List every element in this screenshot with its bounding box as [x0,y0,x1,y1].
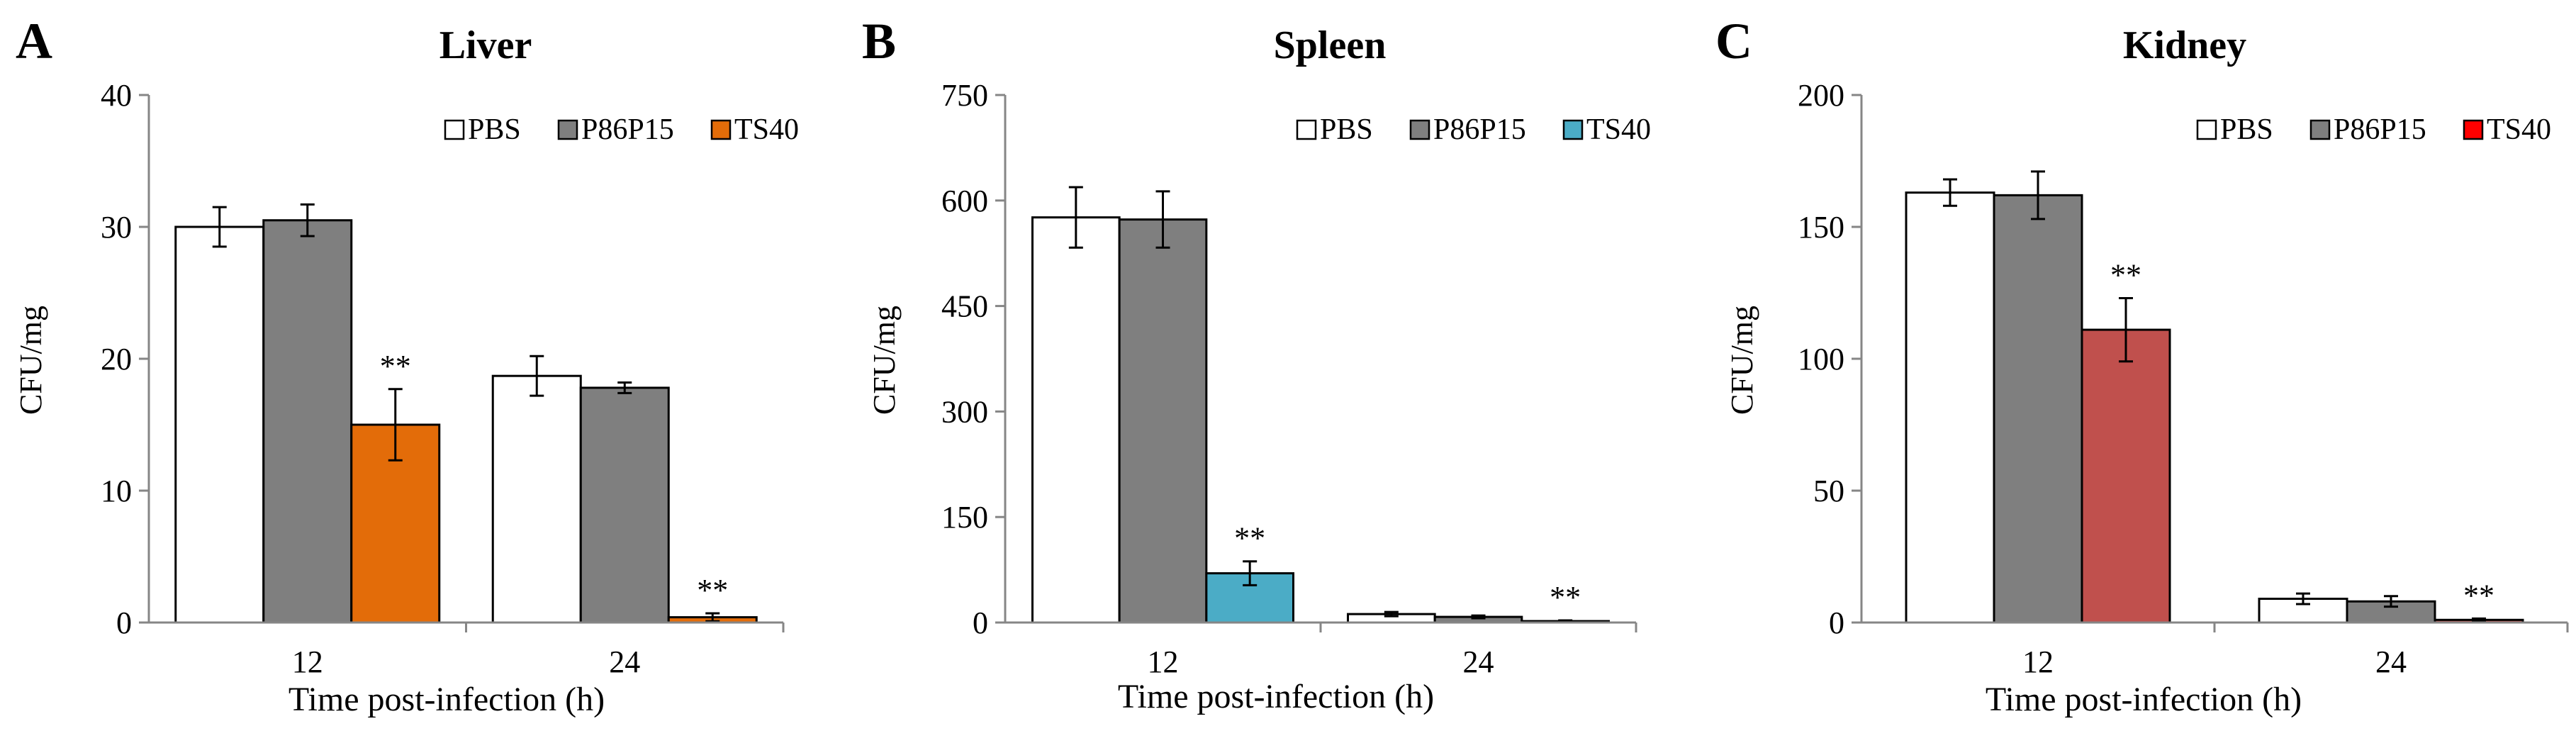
legend-swatch [2463,119,2484,140]
bar [174,225,265,624]
bar [579,386,670,624]
x-tick-label: 12 [1148,644,1179,679]
x-axis-label: Time post-infection (h) [1118,678,1434,715]
legend-label: PBS [1320,113,1373,146]
y-tick-label: 20 [101,342,132,376]
legend-swatch [2196,119,2217,140]
bar [1905,191,1995,624]
plot-area: 0 150 300 450 600 750 ** 12 ** 24 PBS P86P15 TS40 [941,78,1651,679]
significance-label: ** [1550,580,1581,615]
legend-swatch [2309,119,2331,140]
panel-letter: B [862,13,896,69]
y-tick-label: 0 [116,606,132,640]
legend-label: PBS [468,113,521,146]
legend-label: TS40 [1586,113,1651,146]
bar [1993,194,2083,624]
legend-swatch [1296,119,1317,140]
y-tick-label: 30 [101,210,132,245]
panel-kidney: C Kidney CFU/mg Time post-infection (h) … [1715,13,2569,718]
y-axis-label: CFU/mg [1725,306,1759,415]
y-tick-label: 10 [101,474,132,508]
legend-swatch [1409,119,1430,140]
legend-label: P86P15 [1433,113,1526,146]
x-axis-label: Time post-infection (h) [1986,681,2302,718]
plot-area: 0 10 20 30 40 ** 12 ** 24 PBS P86P15 TS40 [101,78,799,679]
legend-swatch [557,119,578,140]
chart-title: Liver [439,23,532,67]
y-tick-label: 0 [1829,606,1844,640]
significance-label: ** [1234,521,1265,556]
panel-spleen: B Spleen CFU/mg Time post-infection (h) … [862,13,1651,715]
bar [2081,328,2171,624]
bar [262,219,353,624]
bar [1118,218,1208,624]
y-tick-label: 450 [941,289,988,324]
panel-letter: A [16,13,52,69]
y-axis-label: CFU/mg [13,306,48,415]
panel-letter: C [1715,13,1752,69]
y-tick-label: 40 [101,78,132,113]
bar [491,374,582,624]
legend-label: PBS [2220,113,2273,146]
bar [1031,216,1121,624]
y-tick-label: 0 [973,606,988,640]
y-tick-label: 200 [1798,78,1844,113]
significance-label: ** [697,573,728,608]
x-axis-label: Time post-infection (h) [289,681,605,718]
x-tick-label: 24 [2375,644,2407,679]
legend-label: P86P15 [581,113,674,146]
x-tick-label: 12 [292,644,323,679]
y-tick-label: 50 [1813,474,1844,508]
y-axis-label: CFU/mg [867,306,902,415]
y-tick-label: 600 [941,184,988,218]
chart-title: Kidney [2123,23,2246,67]
legend-swatch [710,119,732,140]
significance-label: ** [2110,257,2141,292]
x-tick-label: 12 [2022,644,2054,679]
legend-swatch [1562,119,1584,140]
x-tick-label: 24 [609,644,640,679]
significance-label: ** [2463,578,2494,613]
legend-label: P86P15 [2334,113,2426,146]
legend-label: TS40 [2487,113,2551,146]
y-tick-label: 750 [941,78,988,113]
y-tick-label: 150 [1798,210,1844,245]
y-tick-label: 150 [941,500,988,535]
x-tick-label: 24 [1463,644,1494,679]
significance-label: ** [380,349,411,384]
plot-area: 0 50 100 150 200 ** 12 ** 24 PBS P86P15 TS40 [1798,78,2569,679]
chart-title: Spleen [1274,23,1387,67]
panel-liver: A Liver CFU/mg Time post-infection (h) 0… [13,13,799,718]
y-tick-label: 300 [941,394,988,429]
legend-swatch [444,119,465,140]
y-tick-label: 100 [1798,342,1844,376]
legend-label: TS40 [734,113,799,146]
